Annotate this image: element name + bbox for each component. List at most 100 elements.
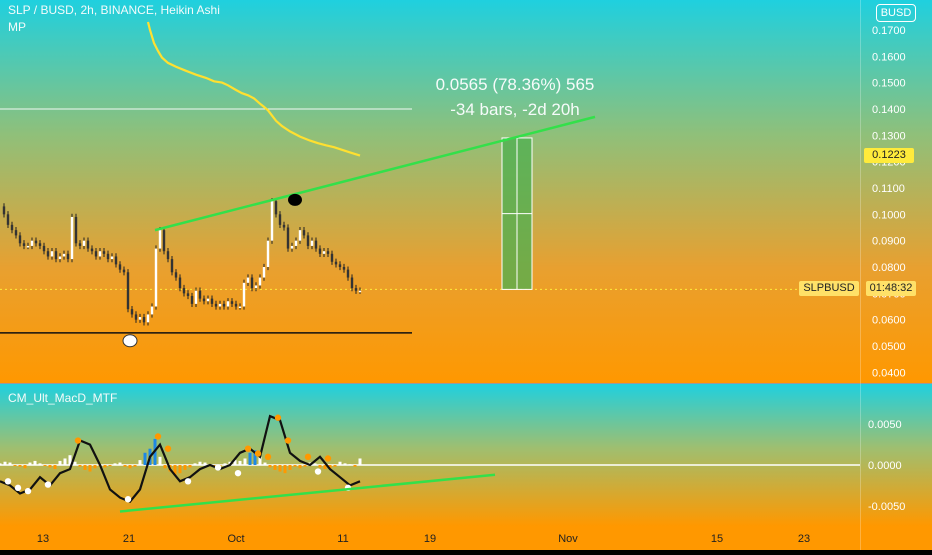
price-candle <box>158 230 162 249</box>
price-candle <box>226 301 230 307</box>
price-candle <box>266 240 270 268</box>
histogram-bar <box>73 461 77 465</box>
price-candle <box>222 303 226 307</box>
price-candle <box>262 267 266 278</box>
price-candle <box>182 288 186 294</box>
price-candle <box>74 216 78 244</box>
moving-average-line[interactable] <box>146 21 361 157</box>
signal-dot <box>184 478 192 485</box>
histogram-bar <box>323 465 327 470</box>
ma-price-tag: 0.1223 <box>864 148 914 163</box>
price-candle <box>198 290 202 299</box>
histogram-bar <box>18 465 22 467</box>
price-candle <box>86 240 90 249</box>
indicator-title[interactable]: CM_Ult_MacD_MTF <box>8 391 118 405</box>
histogram-bar <box>343 463 347 465</box>
price-candle <box>218 303 222 307</box>
white-marker[interactable] <box>122 334 138 348</box>
histogram-bar <box>258 456 262 465</box>
chart-title[interactable]: SLP / BUSD, 2h, BINANCE, Heikin Ashi <box>8 3 220 17</box>
price-candle <box>234 303 238 307</box>
histogram-bar <box>118 462 122 465</box>
time-axis-tick: 13 <box>37 533 49 545</box>
price-candle <box>346 269 350 278</box>
histogram-bar <box>33 460 37 465</box>
histogram-bar <box>58 460 62 465</box>
price-candle <box>46 251 50 257</box>
price-candle <box>274 201 278 215</box>
price-candle <box>30 240 34 246</box>
price-candle <box>90 248 94 252</box>
macd-line[interactable] <box>0 414 361 504</box>
indicator-trendline[interactable] <box>119 473 496 513</box>
signal-dot <box>284 437 292 444</box>
price-axis-tick: 0.1100 <box>872 183 905 195</box>
symbol-tag: SLPBUSD <box>799 281 859 296</box>
price-candle <box>154 248 158 307</box>
indicator-pane-background <box>0 384 932 526</box>
price-candle <box>98 251 102 257</box>
price-axis-tick: 0.1600 <box>872 51 906 63</box>
price-candle <box>94 251 98 257</box>
histogram-bar <box>278 465 282 472</box>
price-candle <box>110 256 114 260</box>
price-axis-tick: 0.0400 <box>872 367 906 379</box>
histogram-bar <box>63 458 67 465</box>
black-marker[interactable] <box>288 193 302 206</box>
countdown-tag: 01:48:32 <box>866 281 916 296</box>
price-candle <box>102 251 106 254</box>
currency-badge[interactable]: BUSD <box>876 4 916 22</box>
indicator-axis-tick: 0.0050 <box>868 419 902 431</box>
price-axis-tick: 0.1700 <box>872 25 906 37</box>
price-axis-tick: 0.0500 <box>872 341 906 353</box>
histogram-bar <box>43 465 47 466</box>
main-pane-background <box>0 0 932 383</box>
price-candle <box>334 261 338 265</box>
study-label[interactable]: MP <box>8 20 26 34</box>
price-candle <box>190 295 194 304</box>
price-candle <box>358 290 362 293</box>
price-candle <box>10 224 14 231</box>
price-candle <box>58 256 62 260</box>
upper-trendline[interactable] <box>154 115 596 232</box>
price-candle <box>166 251 170 260</box>
time-axis-tick: Nov <box>558 533 578 545</box>
histogram-bar <box>193 463 197 465</box>
price-candle <box>66 253 70 260</box>
price-candle <box>170 259 174 273</box>
price-candle <box>26 245 30 248</box>
measure-readout-price: 0.0565 (78.36%) 565 <box>435 75 595 94</box>
price-candle <box>306 235 310 246</box>
price-candle <box>186 293 190 296</box>
histogram-bar <box>203 462 207 465</box>
price-candle <box>70 216 74 260</box>
time-axis-tick: 23 <box>798 533 810 545</box>
histogram-bar <box>303 465 307 467</box>
histogram-bar <box>223 463 227 465</box>
histogram-bar <box>238 460 242 465</box>
histogram-bar <box>333 465 337 467</box>
histogram-bar <box>253 450 257 465</box>
price-candle <box>174 272 178 278</box>
price-candle <box>210 298 214 304</box>
histogram-bar <box>88 465 92 472</box>
histogram-bar <box>163 465 167 469</box>
price-candle <box>246 277 250 283</box>
histogram-bar <box>93 465 97 469</box>
histogram-bar <box>268 465 272 468</box>
signal-dot <box>164 445 172 452</box>
price-candle <box>238 306 242 309</box>
price-candle <box>206 298 210 302</box>
histogram-bar <box>158 456 162 465</box>
signal-dot <box>324 455 332 462</box>
measure-readout-bars: -34 bars, -2d 20h <box>450 100 580 119</box>
histogram-bar <box>298 465 302 469</box>
price-candle <box>314 240 318 249</box>
histogram-bar <box>83 465 87 470</box>
histogram-bar <box>48 465 52 468</box>
price-candle <box>162 230 166 252</box>
histogram-bar <box>8 462 12 465</box>
price-candle <box>338 264 342 268</box>
